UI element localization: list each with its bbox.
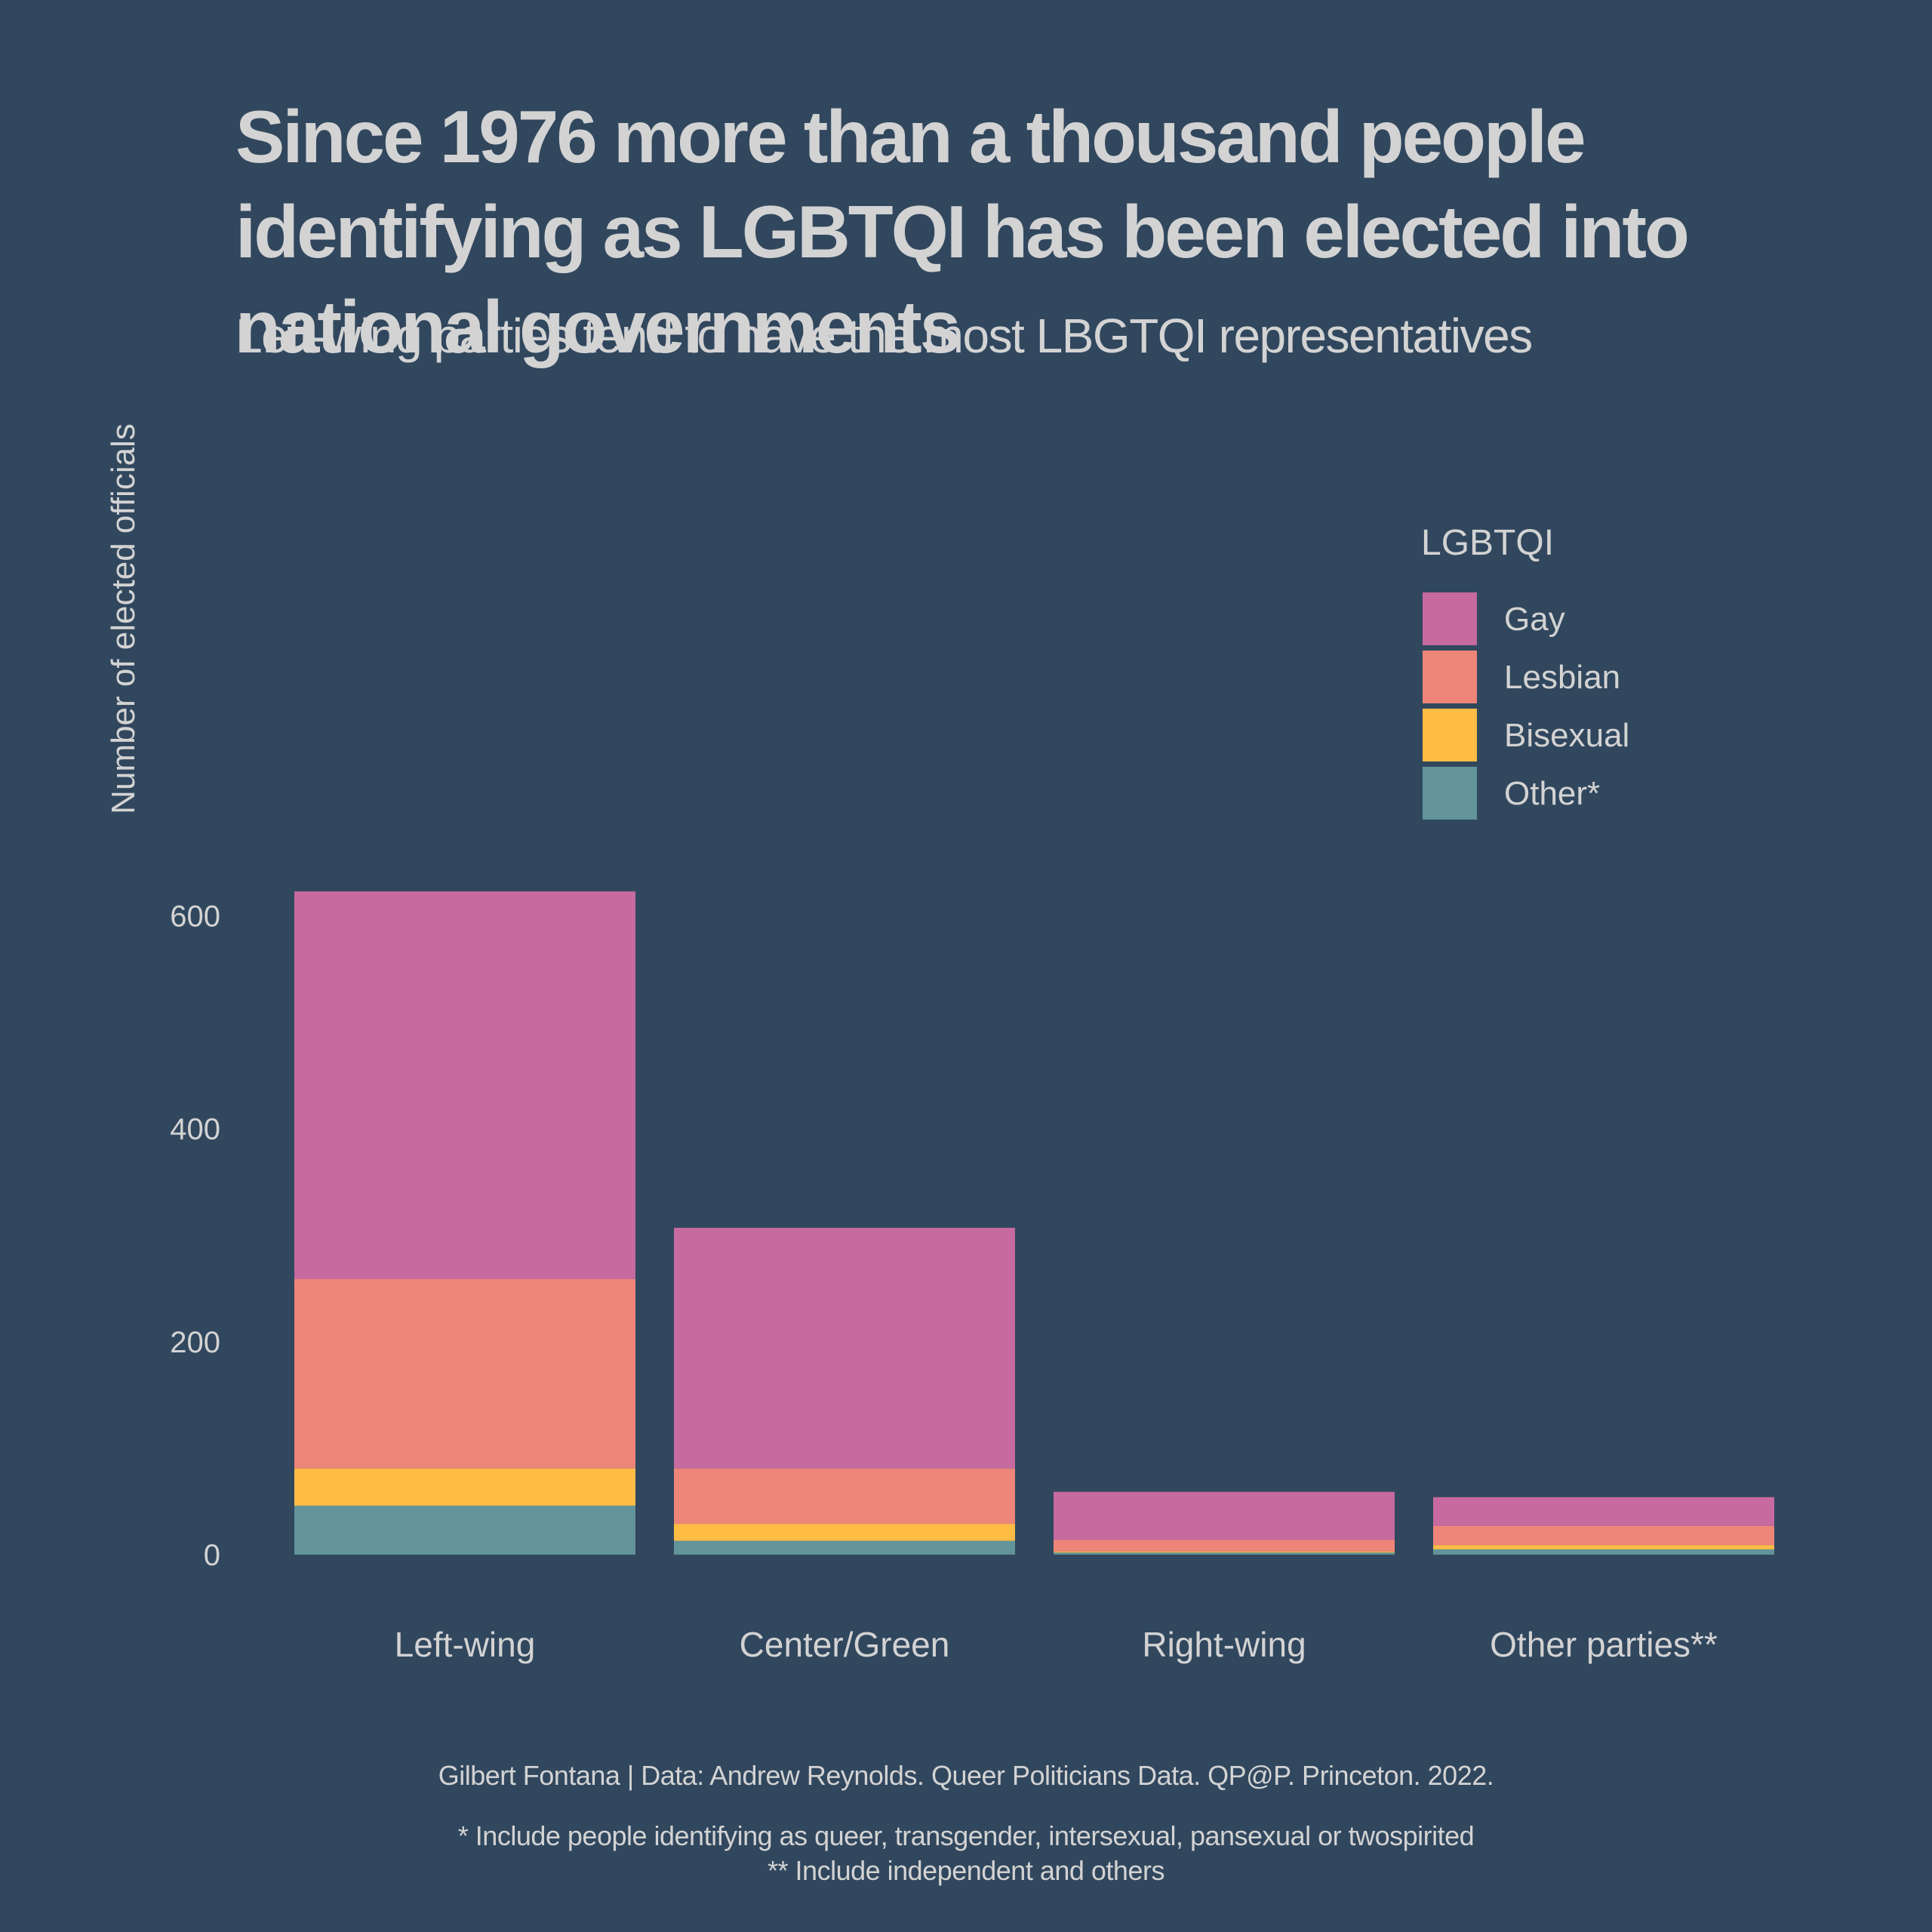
footnote-1: * Include people identifying as queer, t…: [457, 1820, 1475, 1851]
bar-segment-gay: [1433, 1497, 1774, 1526]
bar-segment-other: [1433, 1549, 1774, 1555]
bar-segment-lesbian: [294, 1278, 635, 1469]
legend-title: LGBTQI: [1421, 523, 1554, 563]
x-axis-ticks: Left-wing Center/Green Right-wing Other par…: [395, 1625, 1718, 1664]
y-tick-label: 600: [170, 900, 220, 934]
bar-segment-gay: [294, 891, 635, 1279]
bar-segment-other: [294, 1506, 635, 1555]
y-axis-label: Number of elected officials: [105, 423, 142, 814]
legend-swatch: [1423, 651, 1477, 703]
x-tick-label: Center/Green: [740, 1625, 950, 1664]
legend-swatch: [1423, 767, 1477, 820]
bar-segment-bisexual: [1433, 1545, 1774, 1549]
bars: [294, 891, 1774, 1555]
legend: LGBTQI Gay Lesbian Bisexual Other*: [1421, 523, 1629, 820]
x-tick-label: Right-wing: [1142, 1625, 1306, 1664]
footnotes: * Include people identifying as queer, t…: [0, 1819, 1932, 1888]
legend-label: Bisexual: [1504, 717, 1629, 754]
y-tick-label: 400: [170, 1113, 220, 1146]
legend-label: Other*: [1504, 775, 1600, 812]
y-axis-ticks: 0 200 400 600: [170, 900, 220, 1572]
bar-segment-gay: [1054, 1491, 1395, 1540]
legend-label: Lesbian: [1504, 659, 1620, 696]
chart-subtitle: Left-wing parties tend to have the most …: [235, 309, 1533, 363]
chart-title: Since 1976 more than a thousand people i…: [235, 95, 1690, 368]
bar-segment-other: [674, 1540, 1015, 1555]
bar-segment-bisexual: [674, 1524, 1015, 1541]
footnote-2: ** Include independent and others: [768, 1855, 1164, 1886]
legend-swatch: [1423, 592, 1477, 645]
caption-source: Gilbert Fontana | Data: Andrew Reynolds.…: [438, 1760, 1494, 1791]
bar-segment-lesbian: [1054, 1540, 1395, 1552]
y-tick-label: 200: [170, 1326, 220, 1359]
legend-swatch: [1423, 709, 1477, 761]
bar-segment-lesbian: [1433, 1525, 1774, 1546]
bar-segment-other: [1054, 1552, 1395, 1555]
bar-segment-lesbian: [674, 1468, 1015, 1524]
legend-label: Gay: [1504, 601, 1565, 638]
y-tick-label: 0: [204, 1539, 220, 1572]
bar-segment-gay: [674, 1227, 1015, 1469]
bar-segment-bisexual: [294, 1468, 635, 1506]
x-tick-label: Left-wing: [395, 1625, 536, 1664]
x-tick-label: Other parties**: [1490, 1625, 1718, 1664]
